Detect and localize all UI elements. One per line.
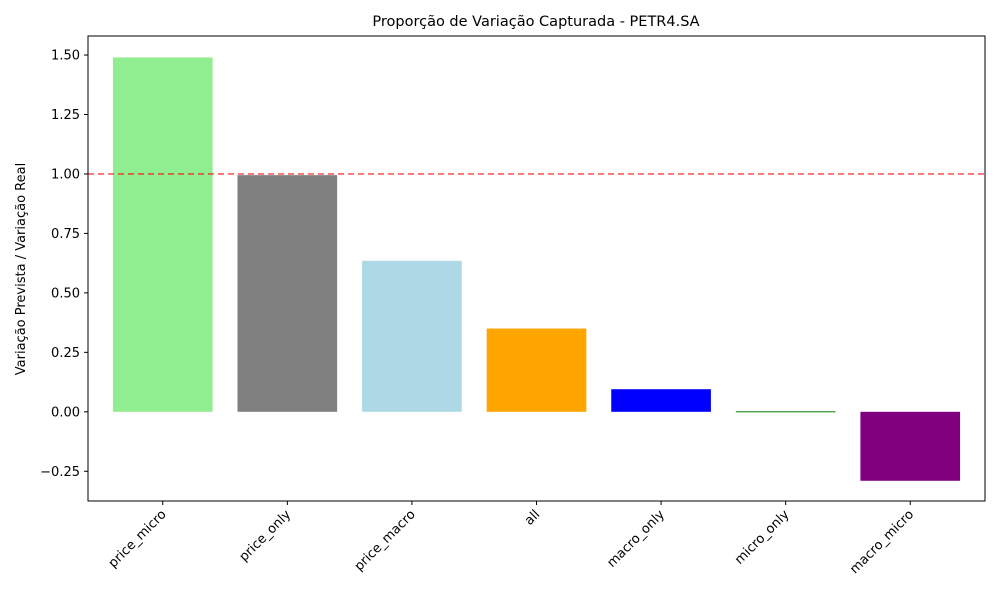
bar-price_micro [112, 57, 213, 412]
bar-price_only [237, 175, 338, 412]
y-tick-label: 1.50 [51, 49, 80, 64]
chart-title: Proporção de Variação Capturada - PETR4.… [372, 14, 699, 30]
y-tick-label: 0.50 [51, 286, 80, 301]
y-tick-label: 1.25 [51, 108, 80, 123]
y-axis-label: Variação Prevista / Variação Real [14, 163, 29, 375]
plot-area: −0.25 0.00 0.25 0.50 0.75 1.00 1.25 1.50 price_m… [40, 35, 986, 577]
x-tick-label: macro_only [604, 507, 668, 571]
bar-macro_only [611, 389, 711, 412]
x-tick-label: micro_only [732, 507, 793, 568]
y-tick-label: 0.00 [51, 405, 80, 420]
bar-price_macro [362, 260, 462, 412]
bar-micro_only [735, 411, 836, 413]
y-tick-label: 0.25 [51, 346, 80, 361]
x-tick-label: price_micro [106, 507, 170, 571]
axes-frame [87, 35, 986, 502]
x-tick-label: price_macro [352, 507, 419, 574]
y-tick-label: 0.75 [51, 227, 80, 242]
bar-all [486, 328, 587, 412]
bar-macro_micro [860, 411, 961, 481]
x-tick-label: all [522, 507, 543, 528]
x-tick-label: price_only [237, 507, 295, 565]
y-tick-label: 1.00 [51, 167, 80, 182]
x-tick-label: macro_micro [847, 507, 917, 577]
y-tick-label: −0.25 [40, 465, 80, 480]
